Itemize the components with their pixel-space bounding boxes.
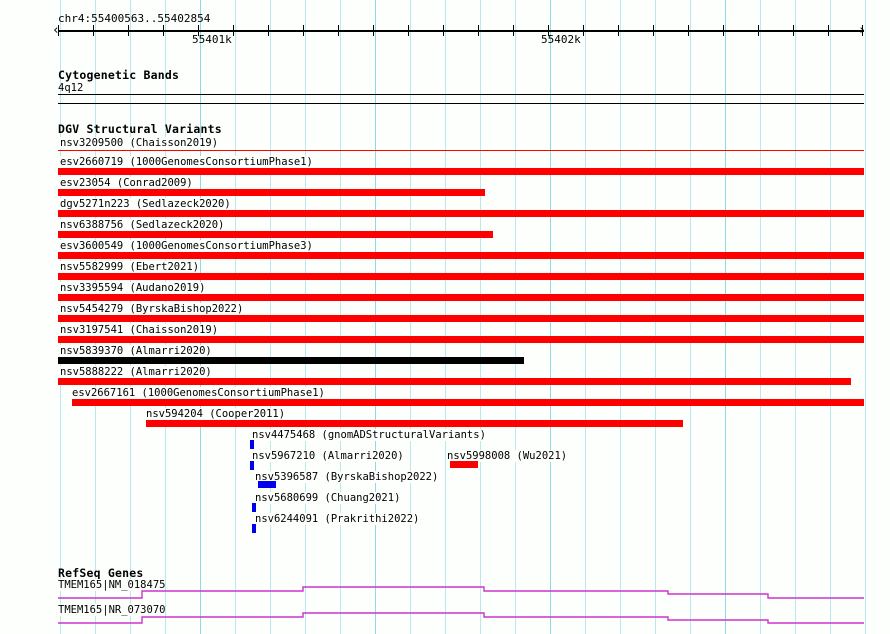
ruler-tick [303, 25, 304, 36]
refseq-gene-transcript[interactable] [58, 610, 864, 626]
variant-track-label[interactable]: nsv5454279 (ByrskaBishop2022) [60, 303, 245, 315]
variant-track-bar[interactable] [252, 524, 256, 533]
variant-track-label[interactable]: nsv3197541 (Chaisson2019) [60, 324, 220, 336]
variant-track-label[interactable]: esv23054 (Conrad2009) [60, 177, 194, 189]
ruler-coordinate-label: 55401k [192, 33, 232, 46]
cytogenetic-band-label[interactable]: 4q12 [58, 82, 84, 94]
ruler-right-arrow-icon[interactable]: › [858, 23, 866, 38]
ruler-tick [513, 25, 514, 36]
refseq-gene-transcript[interactable] [58, 585, 864, 601]
variant-track-bar[interactable] [58, 168, 864, 175]
variant-track-label[interactable]: nsv594204 (Cooper2011) [146, 408, 287, 420]
ruler-tick [723, 25, 724, 36]
variant-track-bar[interactable] [252, 503, 256, 512]
cytogenetic-bands-title: Cytogenetic Bands [58, 68, 180, 82]
ruler-tick [478, 25, 479, 36]
variant-track-label[interactable]: dgv5271n223 (Sedlazeck2020) [60, 198, 232, 210]
cytogenetic-band-rule-top [58, 94, 864, 95]
variant-track-label[interactable]: nsv6388756 (Sedlazeck2020) [60, 219, 226, 231]
variant-track-bar[interactable] [258, 481, 276, 488]
ruler-tick [443, 25, 444, 36]
variant-track-label[interactable]: nsv5582999 (Ebert2021) [60, 261, 201, 273]
variant-track-bar[interactable] [250, 440, 254, 449]
variant-track-bar[interactable] [58, 189, 485, 196]
variant-track-bar[interactable] [58, 150, 864, 151]
gridline [865, 0, 866, 634]
ruler-tick [233, 25, 234, 36]
variant-track-bar[interactable] [250, 461, 254, 470]
ruler-tick [583, 25, 584, 36]
variant-track-bar[interactable] [58, 252, 864, 259]
ruler-tick [758, 25, 759, 36]
variant-track-bar[interactable] [58, 273, 864, 280]
ruler-tick [268, 25, 269, 36]
variant-track-label[interactable]: nsv5888222 (Almarri2020) [60, 366, 213, 378]
variant-track-label[interactable]: esv2667161 (1000GenomesConsortiumPhase1) [72, 387, 326, 399]
ruler-tick [128, 25, 129, 36]
refseq-gene-label[interactable]: TMEM165|NM_018475 [58, 579, 166, 591]
gene-exon-intron-path [58, 612, 864, 624]
ruler-left-arrow-icon[interactable]: ‹ [52, 23, 60, 38]
variant-track-label[interactable]: nsv5998008 (Wu2021) [447, 450, 569, 462]
variant-track-bar[interactable] [58, 336, 864, 343]
variant-track-bar[interactable] [450, 461, 478, 468]
ruler-tick [93, 25, 94, 36]
variant-track-label[interactable]: esv2660719 (1000GenomesConsortiumPhase1) [60, 156, 314, 168]
refseq-genes-title: RefSeq Genes [58, 566, 144, 580]
locus-label: chr4:55400563..55402854 [58, 12, 211, 25]
gene-exon-intron-path [58, 586, 864, 599]
ruler-tick [793, 25, 794, 36]
refseq-gene-label[interactable]: TMEM165|NR_073070 [58, 604, 166, 616]
variant-track-bar[interactable] [72, 399, 864, 406]
variant-track-bar[interactable] [58, 378, 851, 385]
ruler-coordinate-label: 55402k [541, 33, 581, 46]
ruler-axis-line [58, 30, 864, 32]
ruler-tick [862, 25, 863, 36]
ruler-tick [548, 25, 549, 36]
variant-track-bar[interactable] [58, 294, 864, 301]
cytogenetic-band-rule-bottom [58, 103, 864, 104]
variant-track-bar[interactable] [58, 210, 864, 217]
ruler-tick [828, 25, 829, 36]
variant-track-label[interactable]: nsv3395594 (Audano2019) [60, 282, 207, 294]
variant-track-bar[interactable] [146, 420, 683, 427]
variant-track-bar[interactable] [58, 231, 493, 238]
variant-track-bar[interactable] [58, 357, 524, 364]
ruler-tick [198, 25, 199, 36]
ruler-tick [653, 25, 654, 36]
variant-track-label[interactable]: nsv3209500 (Chaisson2019) [60, 137, 220, 149]
variant-track-label[interactable]: nsv4475468 (gnomADStructuralVariants) [252, 429, 487, 441]
variant-track-label[interactable]: nsv6244091 (Prakrithi2022) [255, 513, 421, 525]
dgv-structural-variants-title: DGV Structural Variants [58, 122, 222, 136]
variant-track-bar[interactable] [58, 315, 864, 322]
ruler-tick [408, 25, 409, 36]
variant-track-label[interactable]: esv3600549 (1000GenomesConsortiumPhase3) [60, 240, 314, 252]
ruler-tick [58, 25, 59, 36]
ruler-tick [688, 25, 689, 36]
ruler-tick [373, 25, 374, 36]
ruler-tick [618, 25, 619, 36]
variant-track-label[interactable]: nsv5396587 (ByrskaBishop2022) [255, 471, 440, 483]
ruler-tick [338, 25, 339, 36]
variant-track-label[interactable]: nsv5967210 (Almarri2020) [252, 450, 405, 462]
variant-track-label[interactable]: nsv5680699 (Chuang2021) [255, 492, 402, 504]
variant-track-label[interactable]: nsv5839370 (Almarri2020) [60, 345, 213, 357]
ruler-tick [163, 25, 164, 36]
